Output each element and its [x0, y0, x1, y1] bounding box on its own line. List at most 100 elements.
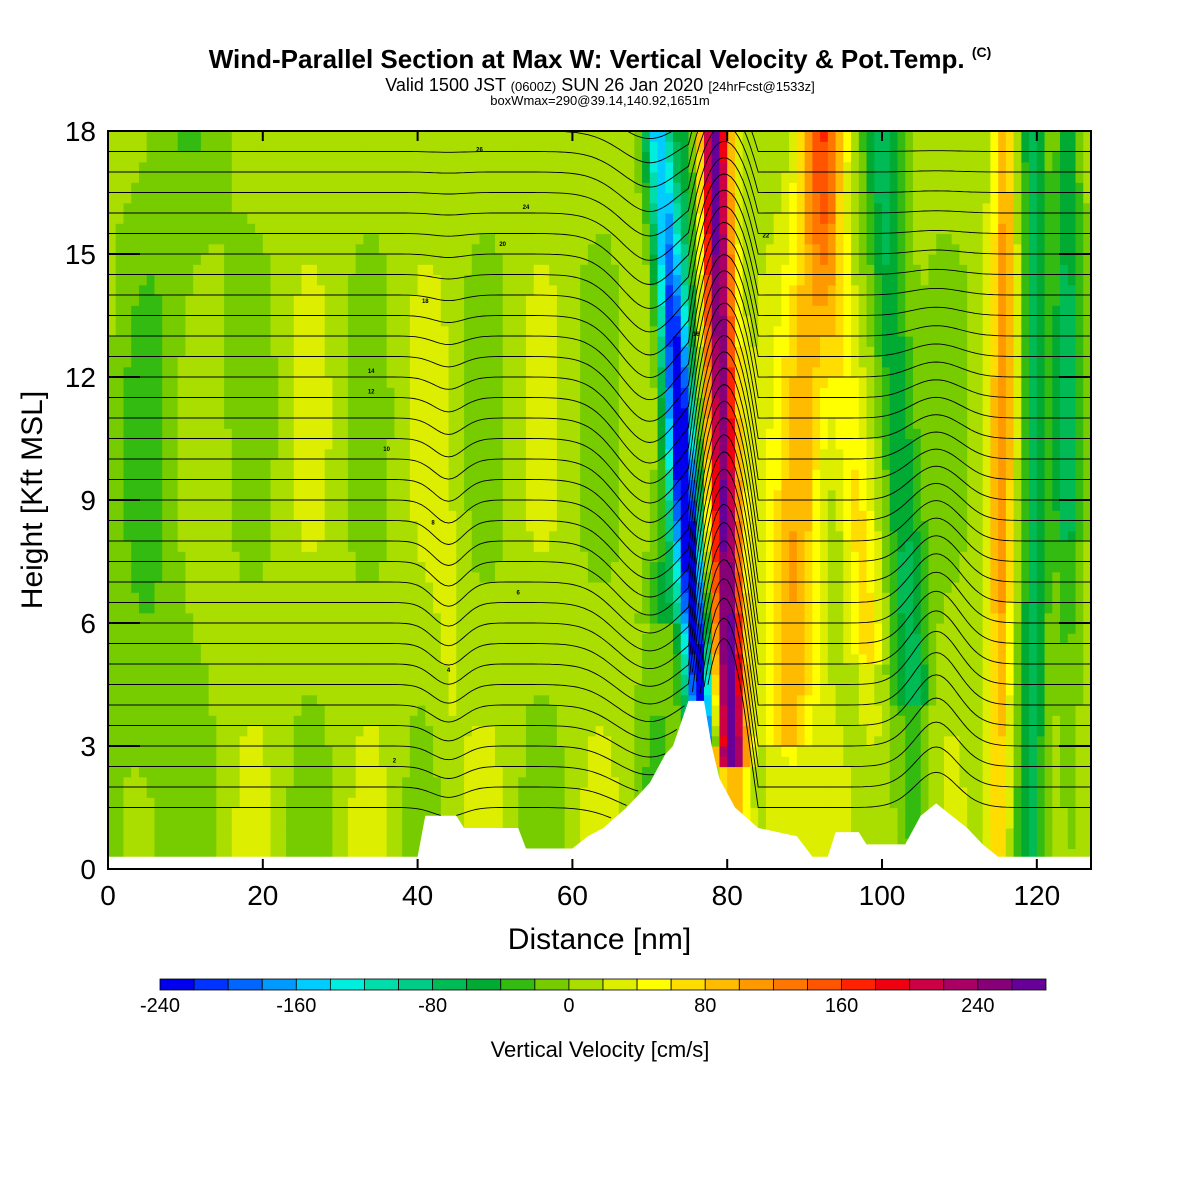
velocity-cell [580, 612, 589, 624]
velocity-cell [564, 571, 574, 583]
velocity-cell [355, 325, 365, 337]
velocity-cell [448, 776, 457, 788]
velocity-cell [154, 776, 163, 788]
velocity-cell [409, 182, 419, 194]
velocity-cell [626, 684, 635, 696]
velocity-cell [417, 182, 426, 194]
velocity-cell [626, 448, 635, 460]
velocity-cell [386, 366, 395, 378]
velocity-cell [262, 295, 272, 306]
velocity-cell [208, 336, 217, 347]
velocity-cell [193, 807, 202, 819]
velocity-cell [479, 530, 488, 542]
velocity-cell [479, 705, 488, 716]
velocity-cell [146, 202, 156, 214]
velocity-cell [231, 397, 241, 409]
velocity-cell [169, 612, 179, 624]
velocity-cell [169, 817, 179, 829]
velocity-cell [347, 735, 357, 747]
velocity-cell [580, 141, 589, 153]
velocity-cell [162, 243, 171, 255]
velocity-cell [146, 131, 156, 142]
velocity-cell [502, 684, 512, 696]
velocity-cell [146, 838, 156, 850]
velocity-cell [347, 766, 357, 778]
velocity-cell [146, 305, 156, 317]
velocity-cell [131, 192, 140, 204]
velocity-cell [626, 428, 635, 440]
velocity-cell [193, 715, 202, 727]
velocity-cell [162, 305, 171, 317]
velocity-cell [409, 243, 419, 255]
velocity-cell [525, 612, 535, 624]
velocity-cell [162, 418, 171, 429]
velocity-cell [347, 131, 357, 142]
velocity-cell [347, 602, 357, 614]
velocity-cell [262, 213, 272, 224]
velocity-cell [355, 315, 365, 327]
velocity-cell [231, 356, 241, 368]
velocity-cell [394, 223, 403, 235]
velocity-cell [115, 520, 125, 532]
velocity-cell [556, 807, 566, 819]
velocity-cell [487, 735, 496, 747]
velocity-cell [417, 264, 426, 276]
velocity-cell [332, 592, 341, 604]
velocity-cell [587, 715, 597, 727]
velocity-cell [247, 643, 256, 655]
velocity-cell [200, 223, 210, 235]
velocity-cell [587, 284, 597, 296]
velocity-cell [262, 653, 272, 665]
velocity-cell [309, 182, 318, 194]
velocity-cell [231, 735, 241, 747]
velocity-cell [138, 592, 148, 604]
velocity-cell [525, 694, 535, 706]
velocity-cell [216, 254, 225, 265]
velocity-cell [200, 213, 210, 224]
velocity-cell [286, 346, 295, 358]
velocity-cell [247, 151, 256, 163]
velocity-cell [286, 315, 295, 327]
velocity-cell [146, 848, 156, 860]
velocity-cell [115, 715, 125, 727]
velocity-cell [495, 377, 504, 388]
velocity-cell [108, 346, 117, 358]
velocity-cell [324, 274, 334, 286]
velocity-cell [270, 500, 279, 511]
velocity-cell [363, 428, 372, 440]
velocity-cell [471, 725, 481, 737]
velocity-cell [572, 428, 581, 440]
velocity-cell [301, 264, 310, 276]
velocity-cell [208, 633, 217, 645]
velocity-cell [510, 592, 519, 604]
velocity-cell [587, 182, 597, 194]
velocity-cell [108, 633, 117, 645]
velocity-cell [262, 787, 272, 798]
velocity-cell [208, 356, 217, 368]
velocity-cell [495, 202, 504, 214]
velocity-cell [580, 776, 589, 788]
velocity-cell [572, 797, 581, 809]
velocity-cell [216, 325, 225, 337]
velocity-cell [332, 653, 341, 665]
velocity-cell [394, 715, 403, 727]
velocity-cell [556, 725, 566, 737]
velocity-cell [185, 612, 194, 624]
velocity-cell [231, 705, 241, 716]
velocity-cell [386, 202, 395, 214]
velocity-cell [224, 612, 233, 624]
velocity-cell [193, 817, 202, 829]
velocity-cell [572, 561, 581, 573]
velocity-cell [162, 612, 171, 624]
velocity-cell [278, 131, 287, 142]
velocity-cell [440, 418, 450, 429]
velocity-cell [634, 223, 643, 235]
velocity-cell [626, 213, 635, 224]
velocity-cell [286, 243, 295, 255]
velocity-cell [108, 459, 117, 470]
velocity-cell [595, 746, 604, 757]
velocity-cell [587, 192, 597, 204]
velocity-cell [464, 387, 473, 399]
velocity-cell [618, 541, 628, 552]
velocity-cell [603, 264, 612, 276]
